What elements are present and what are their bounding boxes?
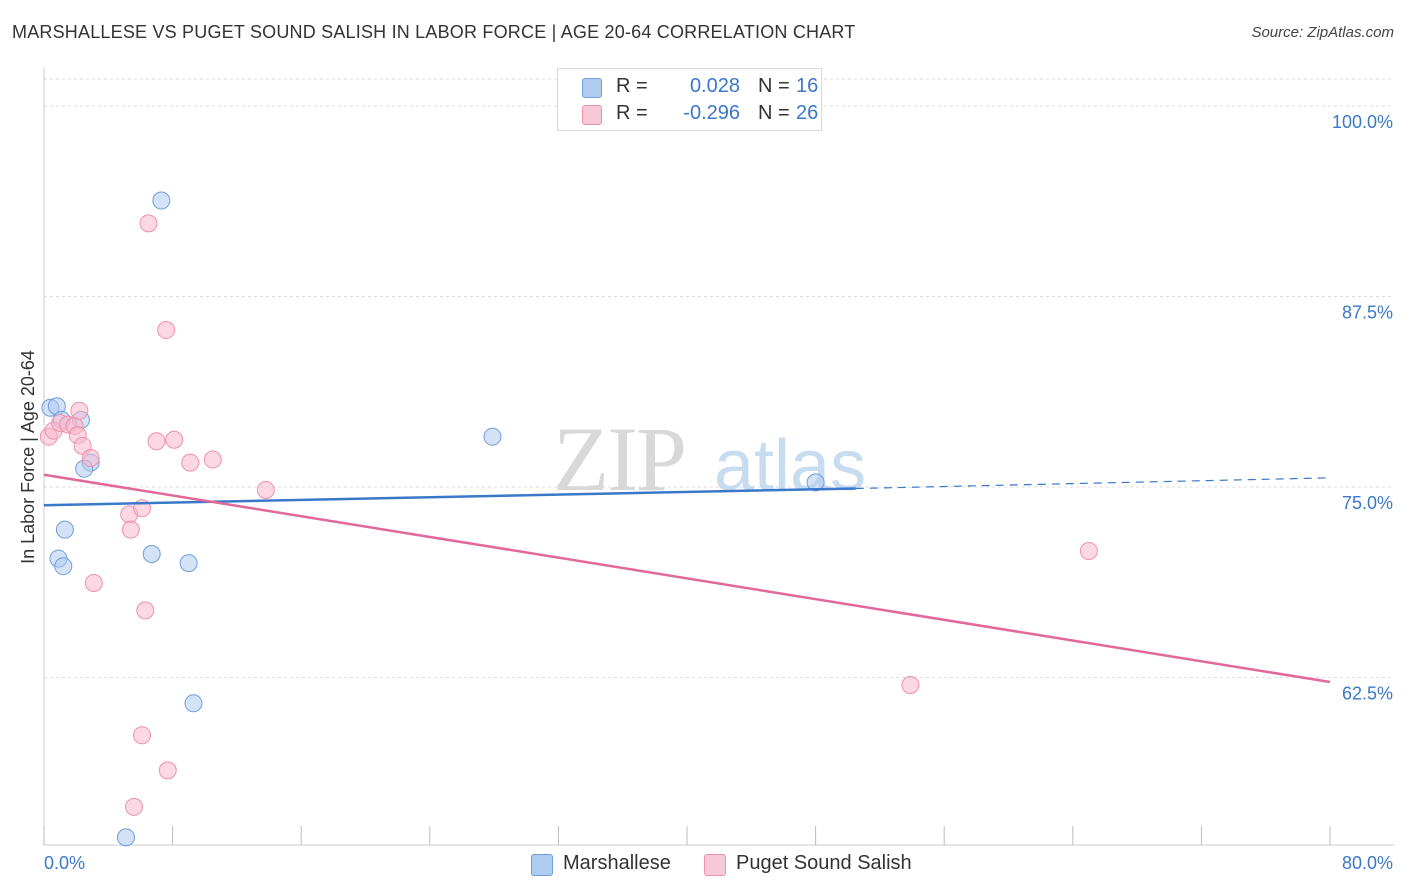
- point-marshallese[interactable]: [142, 545, 161, 564]
- trend-line-puget-sound-salish: [43, 473, 1331, 684]
- point-puget-sound-salish[interactable]: [139, 214, 158, 233]
- legend-label-marshallese: Marshallese: [563, 852, 671, 874]
- point-puget-sound-salish[interactable]: [147, 432, 166, 451]
- point-marshallese[interactable]: [184, 694, 203, 713]
- legend-swatch-marshallese: [531, 854, 553, 876]
- point-puget-sound-salish[interactable]: [901, 676, 920, 695]
- y-tick-label: 100.0%: [1332, 112, 1393, 132]
- legend-n-value: 26: [796, 102, 819, 124]
- point-marshallese[interactable]: [179, 554, 198, 573]
- x-ticks: [43, 826, 1331, 845]
- axes: [43, 68, 1394, 846]
- point-puget-sound-salish[interactable]: [84, 573, 103, 592]
- point-marshallese[interactable]: [483, 427, 502, 446]
- y-tick-labels: 62.5% 75.0% 87.5% 100.0%: [1332, 112, 1393, 703]
- point-marshallese[interactable]: [55, 520, 74, 539]
- legend-r-value: 0.028: [689, 75, 740, 97]
- legend-swatch-puget-sound-salish: [704, 854, 726, 876]
- point-puget-sound-salish[interactable]: [165, 430, 184, 449]
- point-puget-sound-salish[interactable]: [256, 481, 275, 500]
- trend-lines: [43, 473, 1331, 684]
- y-tick-label: 62.5%: [1342, 683, 1393, 703]
- trend-line-marshallese: [43, 487, 856, 507]
- point-marshallese[interactable]: [116, 828, 135, 847]
- point-marshallese[interactable]: [152, 191, 171, 210]
- x-tick-label-min: 0.0%: [44, 853, 85, 873]
- legend-r-label: R =: [616, 102, 648, 124]
- point-puget-sound-salish[interactable]: [121, 520, 140, 539]
- point-puget-sound-salish[interactable]: [81, 449, 100, 468]
- point-marshallese[interactable]: [806, 473, 825, 492]
- legend-r-label: R =: [616, 75, 648, 97]
- legend-r-value: -0.296: [683, 102, 740, 124]
- point-puget-sound-salish[interactable]: [133, 726, 152, 745]
- legend-n-label: N =: [758, 102, 790, 124]
- point-puget-sound-salish[interactable]: [1079, 541, 1098, 560]
- source-credit: Source: ZipAtlas.com: [1251, 24, 1394, 41]
- watermark-atlas: atlas: [714, 426, 866, 506]
- x-tick-label-max: 80.0%: [1342, 853, 1393, 873]
- point-puget-sound-salish[interactable]: [203, 450, 222, 469]
- chart-title: MARSHALLESE VS PUGET SOUND SALISH IN LAB…: [12, 22, 856, 42]
- y-tick-label: 75.0%: [1342, 493, 1393, 513]
- point-puget-sound-salish[interactable]: [181, 453, 200, 472]
- point-puget-sound-salish[interactable]: [157, 321, 176, 340]
- trend-line-extension-marshallese: [855, 477, 1331, 490]
- legend-n-label: N =: [758, 75, 790, 97]
- point-puget-sound-salish[interactable]: [136, 601, 155, 620]
- legend-swatch-marshallese: [582, 78, 602, 98]
- point-puget-sound-salish[interactable]: [70, 401, 89, 420]
- legend-swatch-puget-sound-salish: [582, 105, 602, 125]
- legend-label-puget-sound-salish: Puget Sound Salish: [736, 852, 912, 874]
- point-marshallese[interactable]: [54, 557, 73, 576]
- data-points: [39, 191, 1098, 847]
- point-puget-sound-salish[interactable]: [125, 797, 144, 816]
- gridlines: [44, 78, 1394, 678]
- stats-legend: R = 0.028 N = 16 R = -0.296 N = 26: [557, 68, 822, 131]
- y-tick-label: 87.5%: [1342, 303, 1393, 323]
- legend-n-value: 16: [796, 75, 819, 97]
- point-puget-sound-salish[interactable]: [158, 761, 177, 780]
- y-axis-label: In Labor Force | Age 20-64: [18, 350, 38, 564]
